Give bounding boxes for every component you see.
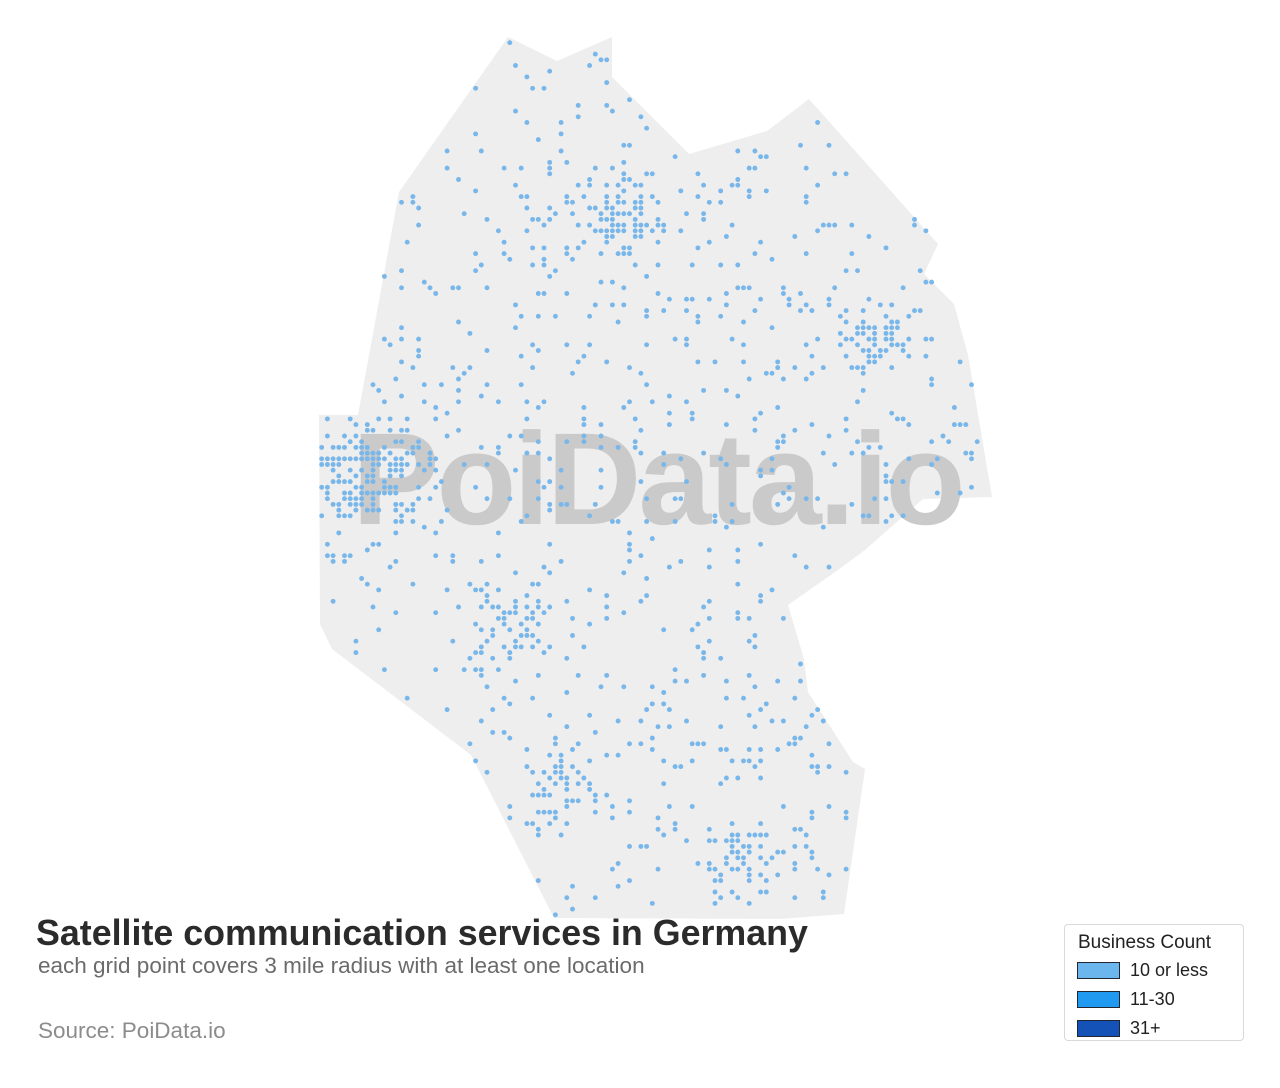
svg-text:PoiData.io: PoiData.io [352,405,963,552]
